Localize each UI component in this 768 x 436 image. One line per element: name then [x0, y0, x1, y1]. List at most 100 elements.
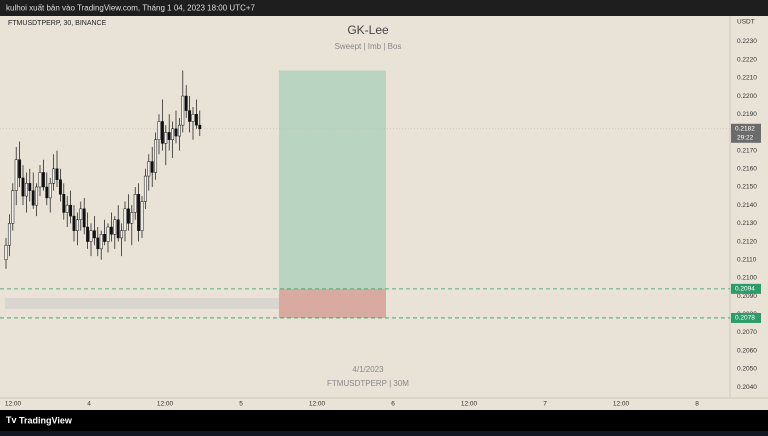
- candle-body: [191, 113, 195, 122]
- candle-body: [123, 208, 127, 231]
- current-price-tag: [731, 123, 761, 143]
- symbol: FTMUSDTPERP, 30, BINANCE: [8, 20, 107, 27]
- annotation-symbol: FTMUSDTPERP | 30M: [327, 379, 409, 388]
- y-tick-label: 0.2190: [737, 111, 757, 118]
- x-tick-label: 12:00: [461, 401, 478, 408]
- target-area: [279, 70, 386, 289]
- candle-body: [116, 219, 120, 239]
- candle-body: [82, 208, 86, 228]
- candle-body: [65, 204, 69, 213]
- header: kulhoi xuất bản vào TradingView.com, Thá…: [6, 4, 256, 13]
- candle-body: [113, 219, 117, 235]
- y-tick-label: 0.2140: [737, 202, 757, 209]
- candle-body: [11, 190, 15, 224]
- level-tag: [731, 312, 761, 323]
- candle-body: [38, 172, 42, 188]
- candle-body: [194, 113, 198, 126]
- candle-body: [120, 230, 124, 239]
- y-tick-label: 0.2230: [737, 38, 757, 45]
- countdown: 29:22: [737, 134, 754, 141]
- candle-body: [79, 208, 83, 220]
- stop-area: [279, 288, 386, 318]
- logo-icon: Tv: [6, 415, 17, 425]
- candle-body: [55, 168, 59, 180]
- candle-body: [177, 124, 181, 137]
- candle-body: [130, 212, 134, 224]
- candle-body: [24, 183, 28, 197]
- y-tick-label: 0.2110: [737, 256, 757, 263]
- candle-body: [160, 121, 164, 144]
- candle-body: [147, 161, 151, 177]
- candle-body: [89, 230, 93, 242]
- footer-bar: [0, 410, 768, 431]
- candle-body: [150, 161, 154, 173]
- candle-body: [103, 234, 107, 242]
- currency: USDT: [737, 19, 755, 26]
- candle-body: [157, 121, 161, 140]
- candle-body: [58, 179, 62, 195]
- zone: [5, 297, 310, 309]
- x-tick-label: 12:00: [157, 401, 174, 408]
- candle-body: [18, 159, 22, 179]
- candle-body: [28, 183, 32, 191]
- candle-body: [198, 124, 202, 130]
- y-tick-label: 0.2050: [737, 366, 757, 373]
- candle-body: [69, 204, 73, 217]
- candle-body: [96, 237, 100, 250]
- y-tick-label: 0.2090: [737, 293, 757, 300]
- candle-body: [109, 226, 113, 235]
- candle-body: [99, 234, 103, 250]
- candle-body: [4, 244, 8, 261]
- candle-body: [181, 95, 185, 126]
- current-price-label: 0.2182: [735, 125, 755, 132]
- candle-body: [137, 194, 141, 231]
- candle-body: [167, 132, 171, 140]
- x-tick-label: 7: [543, 401, 547, 408]
- candle-body: [7, 223, 11, 246]
- y-tick-label: 0.2220: [737, 56, 757, 63]
- y-tick-label: 0.2100: [737, 275, 757, 282]
- level-tag: [731, 283, 761, 294]
- y-tick-label: 0.2160: [737, 166, 757, 173]
- candle-body: [48, 183, 52, 199]
- level-label: 0.2078: [735, 315, 755, 322]
- y-tick-label: 0.2070: [737, 329, 757, 336]
- candle-body: [31, 190, 35, 206]
- candle-body: [41, 172, 45, 188]
- x-tick-label: 8: [695, 401, 699, 408]
- candle-body: [52, 168, 56, 184]
- candle-body: [21, 177, 25, 197]
- x-tick-label: 4: [87, 401, 91, 408]
- candle-body: [171, 128, 175, 140]
- candle-body: [184, 95, 188, 111]
- y-tick-label: 0.2200: [737, 93, 757, 100]
- candle-body: [14, 159, 18, 191]
- candle-body: [106, 226, 110, 242]
- x-tick-label: 12:00: [309, 401, 326, 408]
- y-tick-label: 0.2060: [737, 347, 757, 354]
- y-tick-label: 0.2170: [737, 147, 757, 154]
- x-tick-label: 12:00: [613, 401, 630, 408]
- y-tick-label: 0.2040: [737, 384, 757, 391]
- candle-body: [174, 128, 178, 137]
- x-tick-label: 12:00: [5, 401, 22, 408]
- header-bar: [0, 0, 768, 16]
- chart-title: GK-Lee: [347, 23, 389, 37]
- candle-body: [154, 139, 158, 173]
- candle-body: [140, 201, 144, 231]
- candle-body: [133, 194, 137, 213]
- footer-logo: TradingView: [19, 415, 73, 425]
- candle-body: [143, 175, 147, 202]
- candle-body: [35, 186, 39, 206]
- candle-body: [62, 194, 66, 213]
- candle-body: [86, 226, 90, 242]
- x-tick-label: 5: [239, 401, 243, 408]
- y-tick-label: 0.2130: [737, 220, 757, 227]
- candle-body: [92, 230, 96, 239]
- candle-body: [126, 208, 130, 224]
- y-tick-label: 0.2210: [737, 75, 757, 82]
- y-tick-label: 0.2120: [737, 238, 757, 245]
- candle-body: [72, 215, 76, 231]
- candle-body: [75, 219, 79, 231]
